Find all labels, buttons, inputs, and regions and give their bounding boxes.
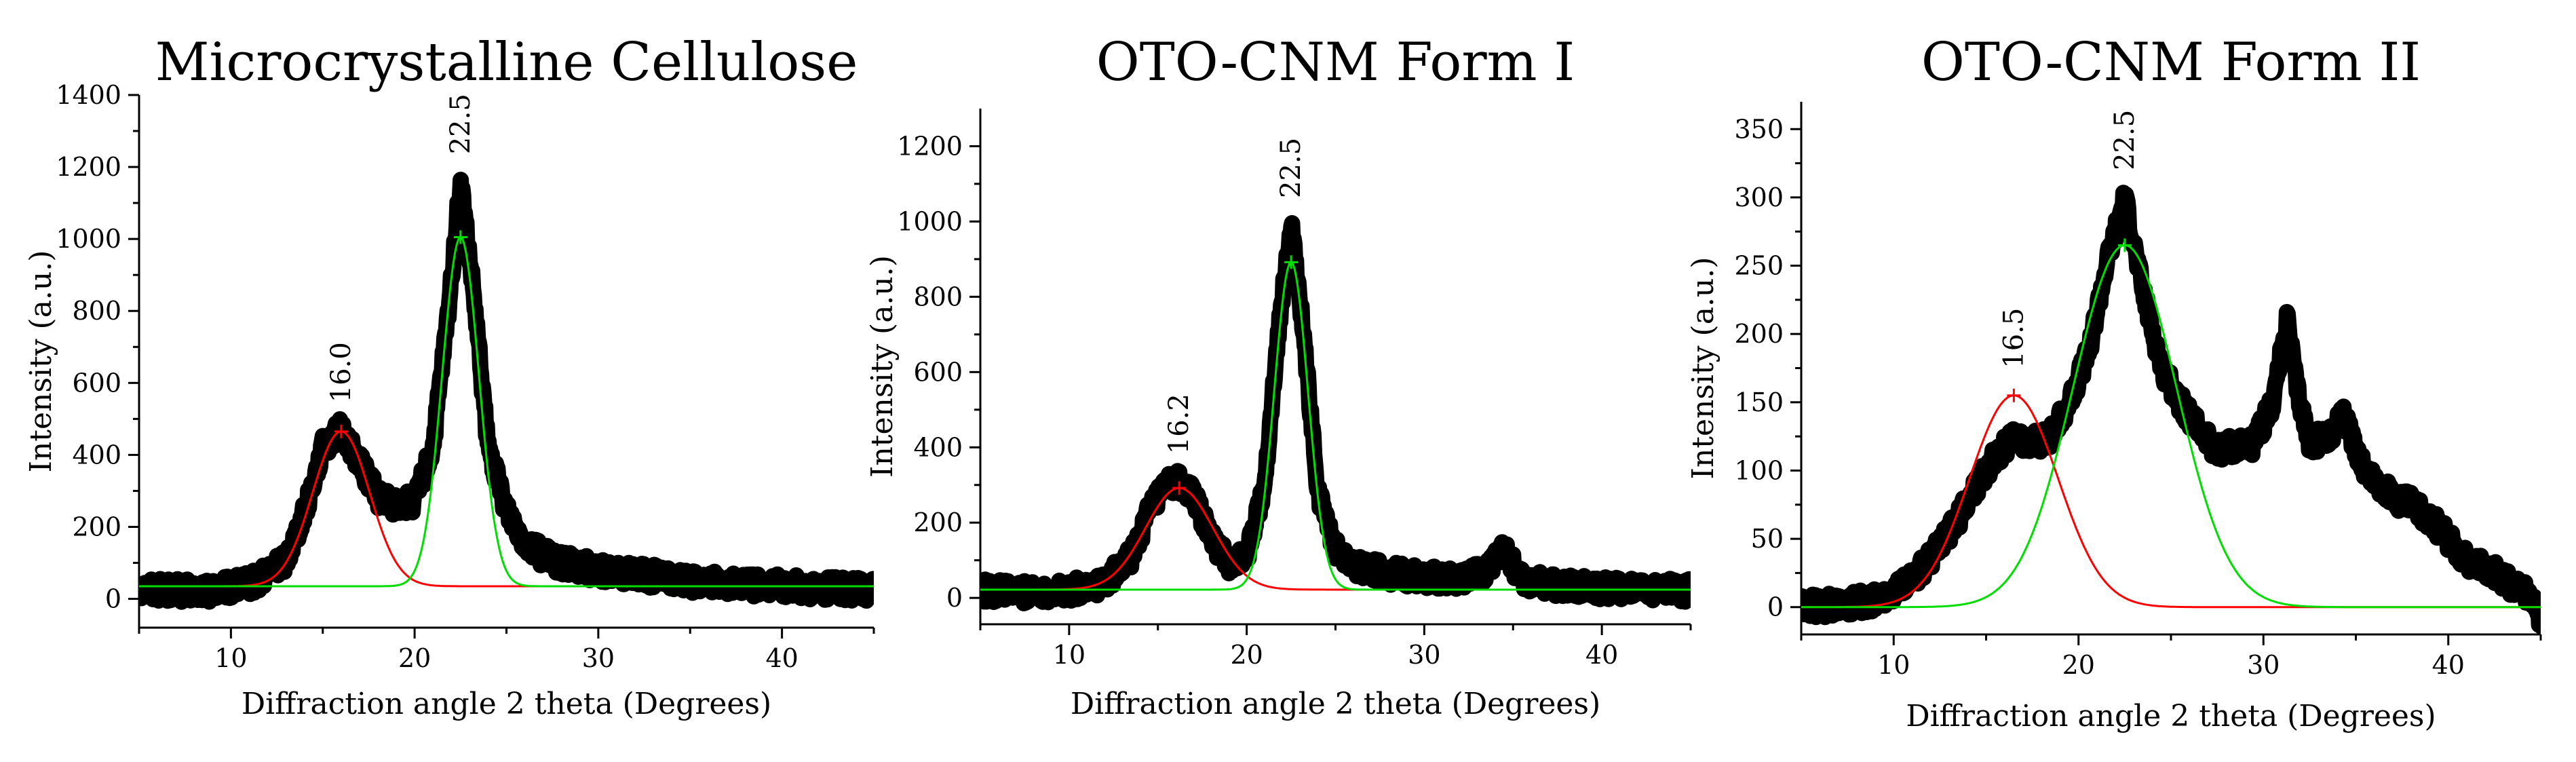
peak-label: 16.0 — [326, 342, 357, 402]
peak-label: 22.5 — [1275, 138, 1307, 198]
y-tick-label: 0 — [946, 583, 963, 613]
plot-area: 10 20 30 40 0 50 100 150 200 250 300 350 16.5 22.5 — [1734, 102, 2542, 680]
x-tick-label: 20 — [1230, 640, 1263, 670]
panel-oto-cnm-form-i: OTO-CNM Form I Diffraction angle 2 theta… — [865, 32, 1692, 721]
y-axis-label: Intensity (a.u.) — [24, 250, 58, 473]
data-layer — [139, 172, 874, 610]
y-tick-label: 200 — [913, 508, 963, 537]
observed-pattern-line — [139, 172, 874, 610]
y-tick-label: 200 — [1734, 319, 1784, 349]
y-tick-label: 1400 — [56, 80, 121, 110]
y-tick-label: 1000 — [897, 206, 963, 236]
y-tick-label: 50 — [1751, 524, 1784, 554]
y-tick-label: 600 — [913, 357, 963, 387]
y-tick-label: 800 — [72, 296, 121, 326]
fit-peak-line — [980, 261, 1691, 591]
peak-label: 22.5 — [2109, 110, 2140, 170]
y-axis-label: Intensity (a.u.) — [865, 255, 900, 478]
y-tick-label: 600 — [72, 368, 121, 398]
y-tick-label: 800 — [913, 282, 963, 311]
observed-pattern-line — [1801, 185, 2541, 634]
panel-oto-cnm-form-ii: OTO-CNM Form II Diffraction angle 2 thet… — [1686, 32, 2542, 734]
data-layer — [980, 215, 1691, 611]
x-tick-label: 40 — [2432, 650, 2465, 680]
y-axis-label: Intensity (a.u.) — [1686, 257, 1720, 480]
x-tick-label: 10 — [1877, 650, 1910, 680]
plot-area: 10 20 30 40020040060080010001200140016.022.… — [56, 80, 875, 673]
peak-label: 22.5 — [445, 94, 476, 154]
y-tick-label: 150 — [1734, 387, 1784, 417]
x-tick-label: 40 — [1585, 640, 1618, 670]
observed-pattern-line — [980, 215, 1691, 611]
y-tick-label: 1200 — [56, 152, 121, 182]
x-axis-label: Diffraction angle 2 theta (Degrees) — [242, 687, 771, 721]
x-tick-label: 20 — [2062, 650, 2095, 680]
peak-label: 16.5 — [1998, 308, 2029, 368]
x-tick-label: 40 — [765, 643, 798, 673]
x-tick-label: 30 — [582, 643, 615, 673]
y-tick-label: 0 — [1767, 592, 1784, 622]
y-tick-label: 400 — [72, 440, 121, 470]
data-layer — [1801, 185, 2541, 634]
chart-title: Microcrystalline Cellulose — [155, 32, 858, 93]
x-tick-label: 30 — [2247, 650, 2280, 680]
fit-peak-line — [1801, 244, 2541, 609]
y-tick-label: 200 — [72, 512, 121, 541]
x-tick-label: 10 — [1053, 640, 1085, 670]
x-axis-label: Diffraction angle 2 theta (Degrees) — [1906, 699, 2436, 734]
y-tick-label: 400 — [913, 432, 963, 462]
y-tick-label: 1200 — [897, 131, 963, 161]
x-axis-label: Diffraction angle 2 theta (Degrees) — [1071, 687, 1600, 721]
chart-title: OTO-CNM Form I — [1096, 32, 1575, 93]
y-tick-label: 0 — [105, 584, 121, 614]
y-tick-label: 100 — [1734, 455, 1784, 485]
x-tick-label: 20 — [398, 643, 431, 673]
chart-title: OTO-CNM Form II — [1921, 32, 2421, 93]
y-tick-label: 1000 — [56, 224, 121, 254]
y-tick-label: 300 — [1734, 183, 1784, 212]
fit-peak-line — [139, 235, 874, 588]
panel-microcrystalline-cellulose: Microcrystalline Cellulose Diffraction a… — [24, 32, 875, 721]
y-tick-label: 350 — [1734, 114, 1784, 144]
x-tick-label: 30 — [1408, 640, 1440, 670]
y-tick-label: 250 — [1734, 251, 1784, 281]
peak-label: 16.2 — [1164, 394, 1195, 454]
x-tick-label: 10 — [214, 643, 247, 673]
